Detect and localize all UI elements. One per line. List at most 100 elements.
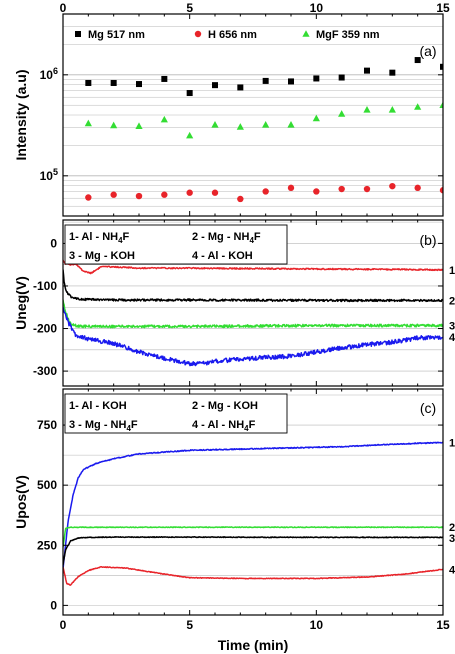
data-point [288,78,294,85]
x-tick-label: 0 [60,618,67,632]
x-tick-label: 10 [310,618,324,632]
data-point [313,75,320,82]
data-point [287,184,295,192]
series-line-3 [63,536,443,565]
x-tick-label: 0 [60,1,67,15]
y-tick-label: -200 [33,322,57,336]
series-line-3 [63,299,443,329]
series-end-label: 3 [449,533,455,545]
series-line-2 [63,269,443,303]
series-end-label: 3 [449,321,455,333]
data-point [313,188,320,195]
y-axis-label: Intensity (a.u) [13,69,29,160]
plot-area [84,57,443,203]
plot-frame [62,13,444,217]
tick-marks [62,389,444,615]
data-point [414,57,421,64]
y-tick-label: 105 [40,167,58,183]
data-point [338,185,345,193]
data-point [338,110,346,117]
data-point [439,101,443,109]
legend-entry: 2 - Mg - NH4F [192,231,261,245]
legend-box [64,393,288,434]
x-tick-label: 5 [186,1,193,15]
grid-lines [63,221,443,372]
data-point [338,74,345,81]
legend-label: H 656 nm [208,29,257,41]
y-tick-label: 0 [50,236,57,250]
data-point [237,84,244,91]
y-tick-label: 500 [37,478,57,492]
legend-marker [302,30,310,37]
series-end-label: 2 [449,522,455,534]
panel-label: (c) [420,400,436,416]
legend-box [64,224,288,265]
y-tick-label: -300 [33,364,57,378]
series-line-2 [63,526,443,548]
series-end-label: 1 [449,437,455,449]
legend-entry: 1- Al - KOH [69,400,127,412]
legend-entry: 1- Al - NH4F [69,231,130,245]
x-tick-label: 15 [436,1,450,15]
plot-area [63,441,443,586]
data-point [440,63,443,70]
series-line-4 [63,565,443,586]
series-end-label: 4 [449,564,455,576]
legend-entry: 3 - Mg - KOH [69,250,135,262]
data-point [85,79,92,86]
data-point [161,75,168,82]
panel-c-upos: 0 250 500 750 0 5 10 15 Upos(V) Time (min) (c) 1- A… [13,388,455,653]
panel-label: (b) [419,232,436,248]
data-point [287,120,295,128]
data-point [262,77,269,84]
data-point [160,115,168,123]
data-point [414,103,422,110]
data-point [110,121,118,129]
data-point [237,195,244,203]
data-point [135,192,143,200]
data-point [236,123,244,130]
data-point [110,191,117,198]
y-tick-label: -100 [33,279,57,293]
data-point [389,69,396,76]
x-tick-label: 15 [436,618,450,632]
x-tick-label: 10 [310,1,324,15]
plot-frame [62,219,444,387]
data-point [135,122,143,129]
panel-b-uneg: 0 -100 -200 -300 Uneg(V) (b) 1- Al - NH4F 2 - M… [13,219,455,387]
legend-entry: 4 - Al - NH4F [192,419,256,433]
data-point [363,185,371,193]
y-tick-label: 250 [37,538,57,552]
data-point [363,106,371,113]
plot-area [63,259,443,367]
legend-entry: 3 - Mg - NH4F [69,419,138,433]
y-tick-label: 0 [50,598,57,612]
series-end-label: 4 [449,332,455,344]
legend-label: Mg 517 nm [88,29,145,41]
plot-frame [62,388,444,616]
legend-marker [194,30,202,38]
data-point [110,79,117,86]
data-point [211,189,219,196]
series-line-1 [63,259,443,275]
data-point [388,106,396,113]
panel-label: (a) [419,43,436,59]
data-point [186,90,193,97]
data-point [211,120,219,128]
data-point [439,187,443,194]
data-point [212,82,218,89]
data-point [262,188,269,195]
tick-marks [62,220,444,386]
series-end-label: 2 [449,295,455,307]
data-point [161,191,168,198]
data-point [85,194,92,201]
x-tick-label: 5 [186,618,193,632]
y-tick-label: 750 [37,418,57,432]
legend-marker [75,31,81,37]
data-point [84,119,92,127]
legend-entry: 2 - Mg - KOH [192,400,258,412]
y-axis-label: Upos(V) [13,475,29,529]
series-end-label: 1 [449,265,455,277]
data-point [136,81,142,88]
